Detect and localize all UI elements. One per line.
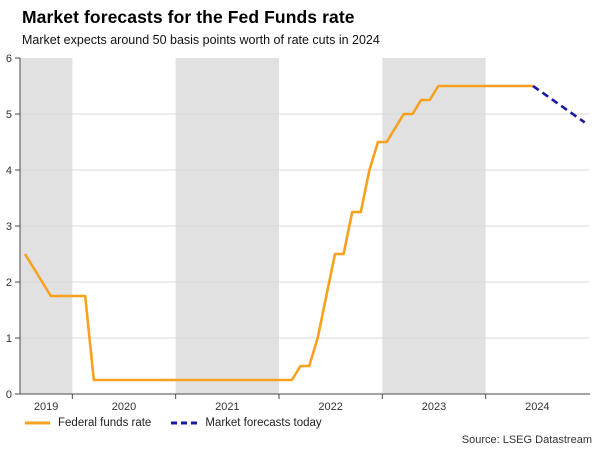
legend: Federal funds rate Market forecasts toda… [24,417,322,429]
x-tick-label-2019: 2019 [34,401,58,413]
legend-line-solid-icon [25,421,50,425]
y-tick-label-4: 4 [6,165,12,177]
x-tick-label-2023: 2023 [422,401,446,413]
y-tick-label-6: 6 [6,53,12,65]
x-tick-label-2020: 2020 [112,401,136,413]
source-credit: Source: LSEG Datastream [461,434,592,446]
y-tick-label-2: 2 [6,277,12,289]
x-tick-label-2022: 2022 [318,401,342,413]
chart-title: Market forecasts for the Fed Funds rate [22,7,355,27]
series-market-forecasts-today [532,84,586,124]
legend-line-dashed-icon [171,421,198,425]
chart-subtitle: Market expects around 50 basis points wo… [22,33,380,47]
x-tick-label-2021: 2021 [215,401,239,413]
legend-label-federal-funds-rate: Federal funds rate [58,417,152,429]
legend-item-federal-funds-rate: Federal funds rate [24,417,151,429]
y-tick-label-5: 5 [6,109,12,121]
legend-label-market-forecasts: Market forecasts today [205,417,322,429]
x-tick-label-2024: 2024 [525,401,549,413]
y-tick-label-0: 0 [6,389,12,401]
y-tick-label-3: 3 [6,221,12,233]
series-federal-funds-rate [23,84,533,382]
legend-item-market-forecasts: Market forecasts today [170,417,322,429]
y-tick-label-1: 1 [6,333,12,345]
